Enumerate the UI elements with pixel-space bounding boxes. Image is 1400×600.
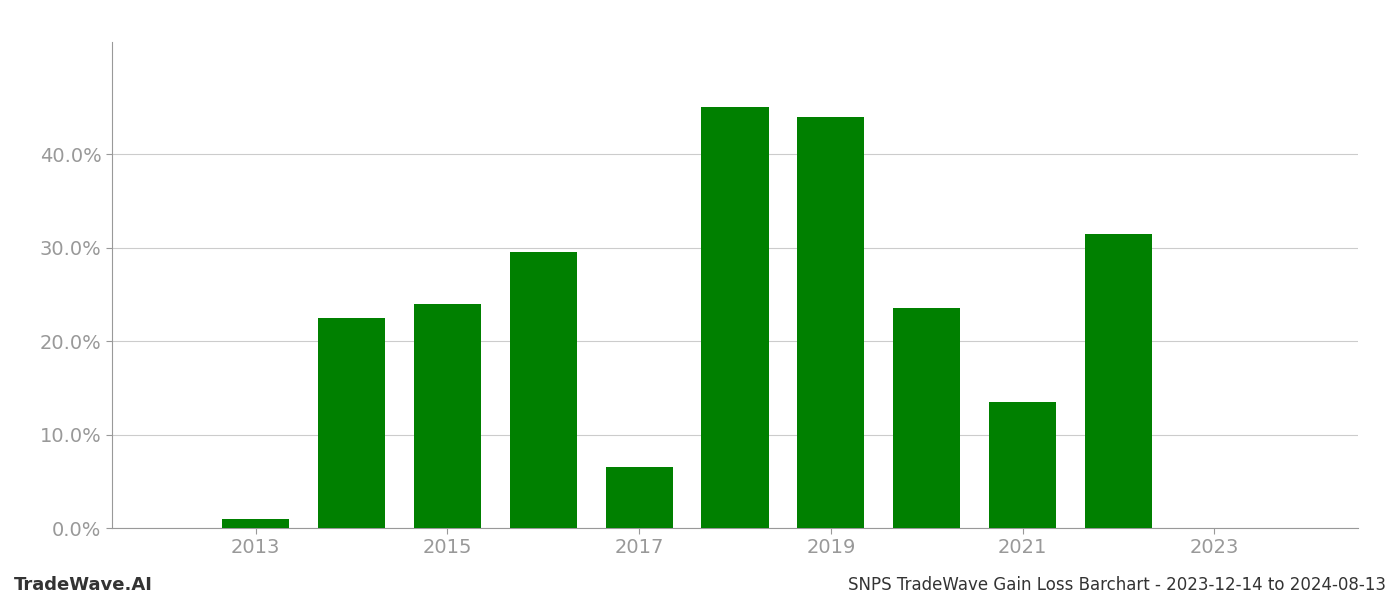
- Bar: [318, 318, 385, 528]
- Bar: [701, 107, 769, 528]
- Bar: [414, 304, 482, 528]
- Bar: [223, 518, 290, 528]
- Bar: [606, 467, 673, 528]
- Bar: [1085, 233, 1152, 528]
- Bar: [893, 308, 960, 528]
- Bar: [798, 117, 864, 528]
- Text: TradeWave.AI: TradeWave.AI: [14, 576, 153, 594]
- Bar: [988, 402, 1056, 528]
- Bar: [510, 252, 577, 528]
- Text: SNPS TradeWave Gain Loss Barchart - 2023-12-14 to 2024-08-13: SNPS TradeWave Gain Loss Barchart - 2023…: [848, 576, 1386, 594]
